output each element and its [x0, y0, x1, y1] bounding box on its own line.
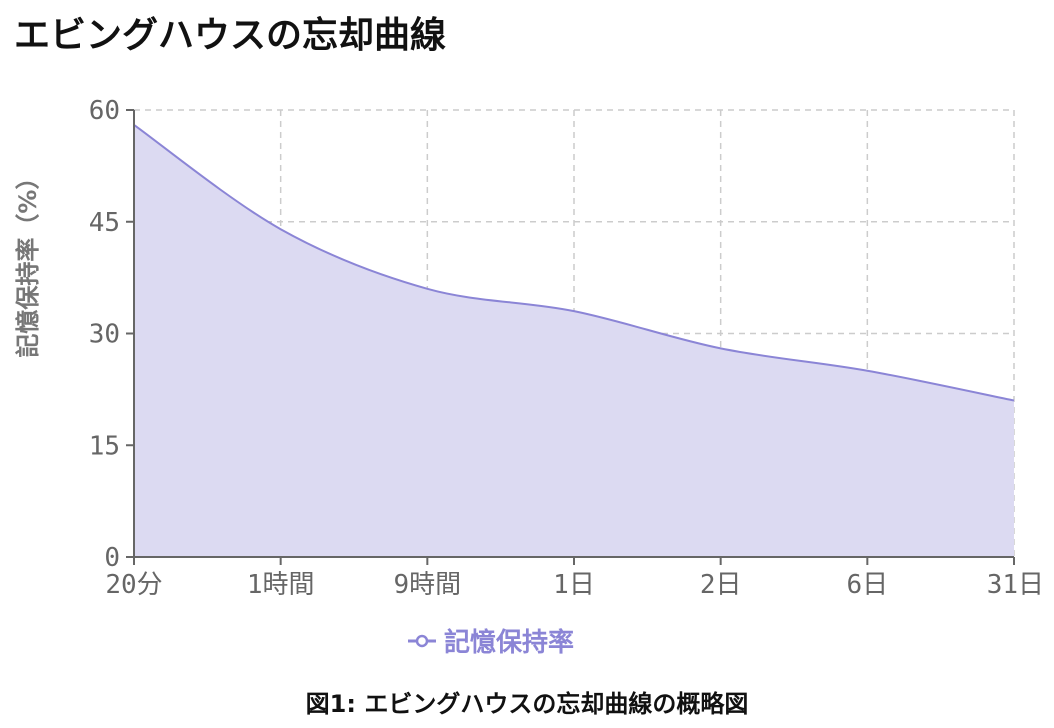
area-layer [133, 124, 1015, 558]
x-tick-label: 6日 [847, 570, 889, 600]
legend-label: 記憶保持率 [444, 627, 574, 658]
y-tick-label: 15 [89, 431, 120, 461]
tick-layer: 0 15 30 45 60 20分 1時間 9時間 1日 2日 6日 31日 [89, 96, 1044, 600]
figure-caption: 図1: エビングハウスの忘却曲線の概略図 [305, 690, 749, 718]
x-tick-label: 9時間 [394, 570, 462, 600]
chart-area: 0 15 30 45 60 20分 1時間 9時間 1日 2日 6日 31日 記憶保持率（%） 記憶保… [14, 96, 1044, 658]
x-tick-label: 1時間 [247, 570, 315, 600]
y-axis-label: 記憶保持率（%） [14, 166, 42, 358]
x-tick-label: 2日 [700, 570, 742, 600]
series-area-fill [134, 124, 1014, 558]
x-tick-label: 1日 [553, 570, 595, 600]
y-tick-label: 60 [89, 96, 120, 126]
axis-layer [126, 109, 1015, 565]
chart-title: エビングハウスの忘却曲線 [14, 15, 447, 56]
x-tick-label: 31日 [987, 570, 1044, 600]
y-tick-label: 30 [89, 320, 120, 350]
legend[interactable]: 記憶保持率 [408, 627, 574, 658]
y-tick-label: 0 [104, 543, 120, 573]
x-tick-label: 20分 [105, 570, 162, 600]
series-line [133, 124, 1015, 402]
legend-marker-icon [415, 634, 429, 648]
y-tick-label: 45 [89, 208, 120, 238]
